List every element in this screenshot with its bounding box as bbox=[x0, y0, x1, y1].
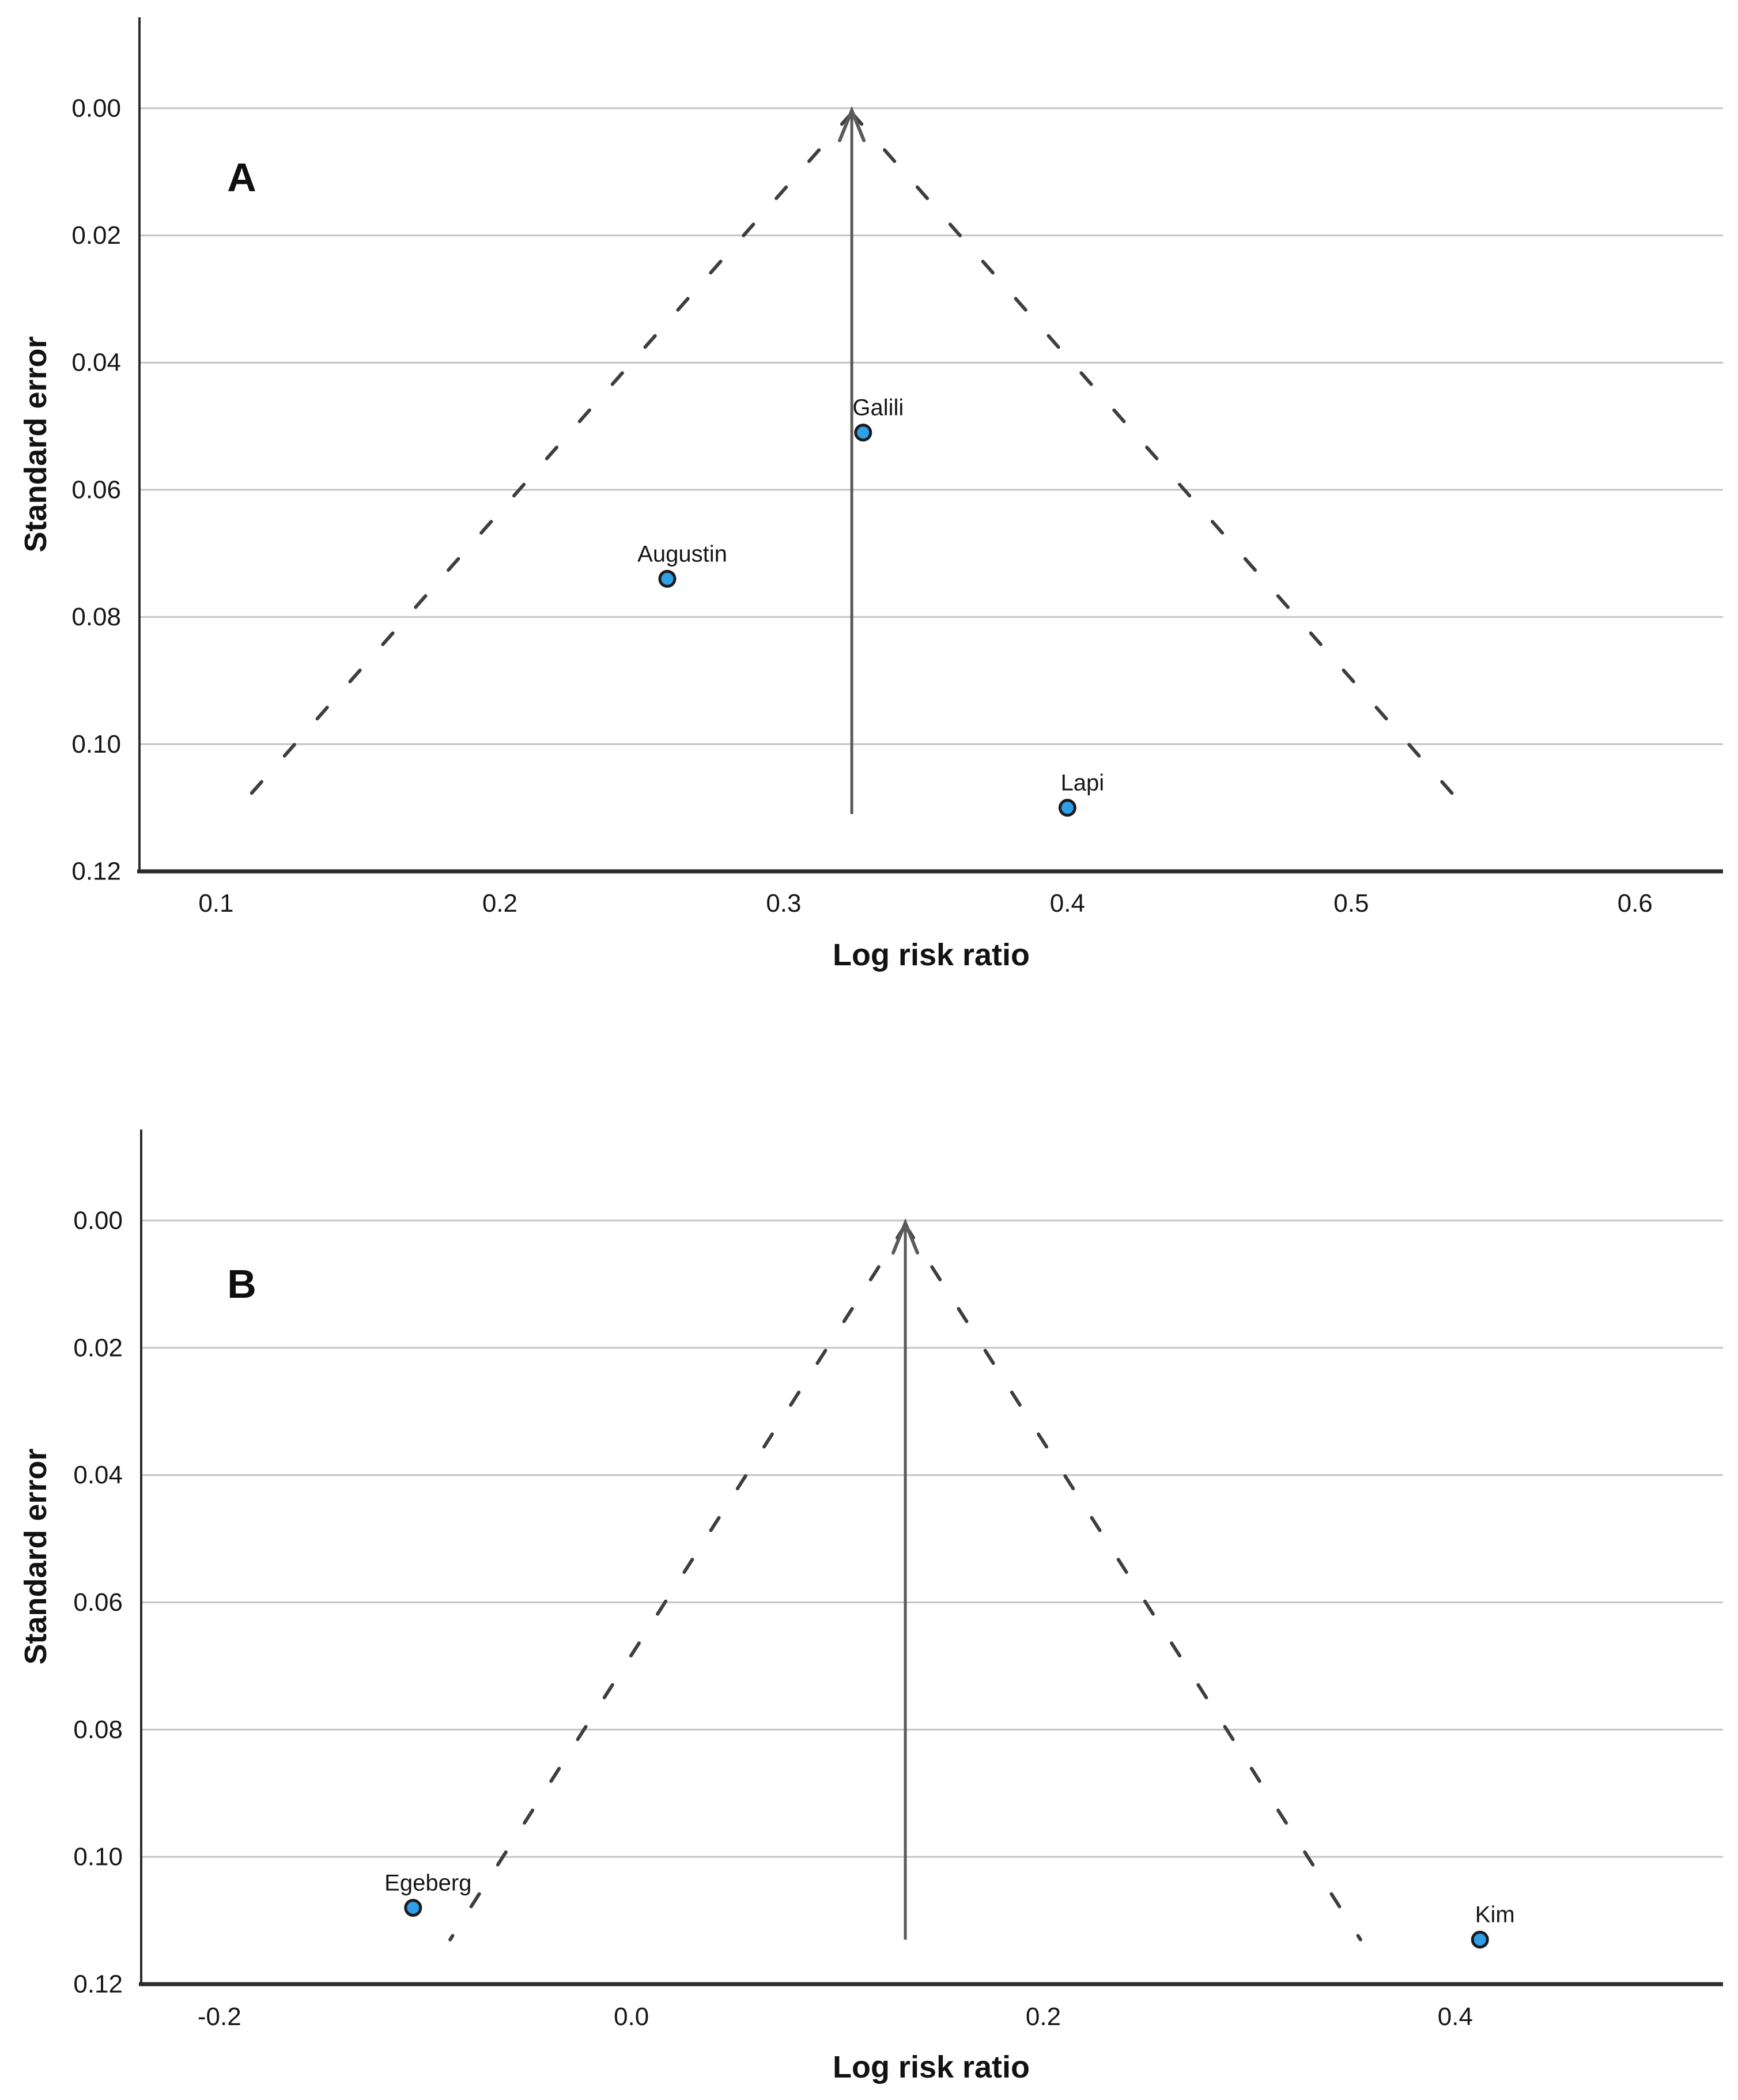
data-point-label-kim: Kim bbox=[1475, 1902, 1515, 1928]
y-tick-label-a: 0.02 bbox=[71, 221, 121, 250]
y-tick-label-a: 0.08 bbox=[71, 603, 121, 631]
x-tick-label-a: 0.6 bbox=[1618, 889, 1653, 917]
x-axis-title-a: Log risk ratio bbox=[832, 938, 1030, 972]
x-tick-label-a: 0.4 bbox=[1050, 889, 1085, 917]
x-axis-title-b: Log risk ratio bbox=[832, 2050, 1030, 2084]
y-tick-label-a: 0.10 bbox=[71, 730, 121, 758]
x-tick-label-b: 0.2 bbox=[1026, 2003, 1061, 2031]
data-point-label-egeberg: Egeberg bbox=[384, 1870, 471, 1895]
data-point-lapi bbox=[1058, 799, 1076, 817]
funnel-right-dashed-line-a bbox=[850, 111, 1472, 816]
data-point-label-lapi: Lapi bbox=[1061, 770, 1105, 796]
y-tick-label-b: 0.08 bbox=[73, 1716, 123, 1744]
x-tick-label-b: 0.4 bbox=[1438, 2003, 1473, 2031]
y-axis-title-a: Standard error bbox=[18, 336, 53, 553]
funnel-left-dashed-line-a bbox=[231, 111, 854, 816]
funnel-left-dashed-line-b bbox=[448, 1223, 908, 1942]
x-tick-label-a: 0.5 bbox=[1333, 889, 1369, 917]
x-tick-label-a: 0.3 bbox=[766, 889, 801, 917]
x-tick-label-a: 0.1 bbox=[198, 889, 233, 917]
data-point-augustin bbox=[658, 569, 677, 588]
data-point-label-augustin: Augustin bbox=[637, 541, 727, 566]
x-tick-label-a: 0.2 bbox=[482, 889, 517, 917]
data-point-galili bbox=[854, 424, 872, 442]
panel-label-b: B bbox=[227, 1261, 257, 1306]
y-tick-label-b: 0.12 bbox=[73, 1970, 123, 1999]
y-tick-label-a: 0.06 bbox=[71, 475, 121, 504]
y-tick-label-b: 0.04 bbox=[73, 1461, 123, 1489]
arrow-up-icon-a bbox=[838, 105, 866, 142]
panel-label-a: A bbox=[227, 155, 257, 200]
x-tick-label-b: -0.2 bbox=[198, 2003, 241, 2031]
arrow-up-icon-b bbox=[891, 1218, 920, 1255]
y-tick-label-b: 0.10 bbox=[73, 1843, 123, 1871]
y-tick-label-b: 0.00 bbox=[73, 1206, 123, 1234]
y-tick-label-b: 0.06 bbox=[73, 1588, 123, 1616]
funnel-right-dashed-line-b bbox=[904, 1223, 1362, 1942]
data-point-label-galili: Galili bbox=[852, 395, 904, 421]
data-point-egeberg bbox=[404, 1898, 422, 1917]
x-tick-label-b: 0.0 bbox=[614, 2003, 649, 2031]
data-point-kim bbox=[1471, 1931, 1489, 1949]
y-tick-label-a: 0.12 bbox=[71, 858, 121, 886]
y-tick-label-a: 0.00 bbox=[71, 94, 121, 122]
y-axis-title-b: Standard error bbox=[18, 1448, 53, 1665]
y-tick-label-a: 0.04 bbox=[71, 349, 121, 377]
y-tick-label-b: 0.02 bbox=[73, 1334, 123, 1362]
